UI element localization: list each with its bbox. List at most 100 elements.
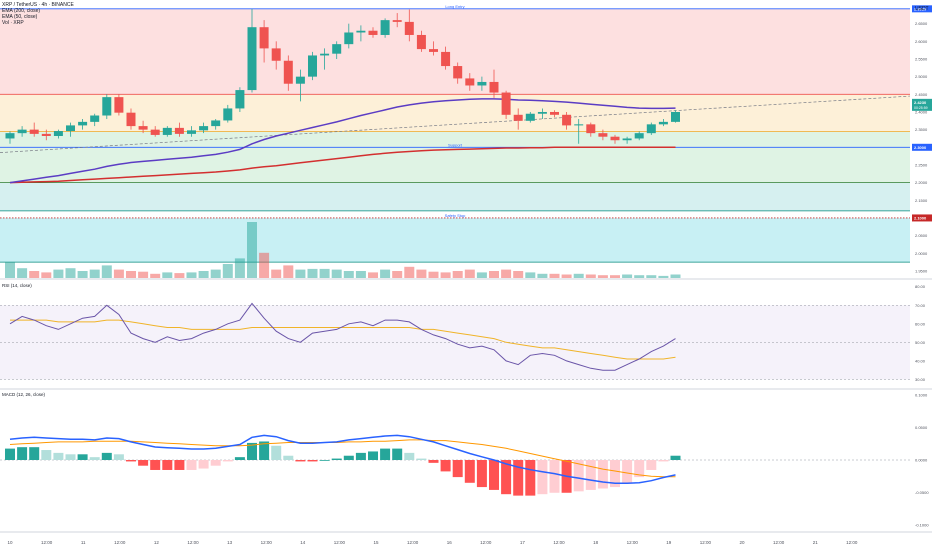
price-tick-label: 2.4500 (915, 92, 928, 97)
candle-body (126, 112, 136, 127)
macd-histogram-bar (513, 460, 524, 496)
legend-volume[interactable]: Vol · XRP (2, 20, 24, 26)
time-tick-label: 10 (7, 540, 13, 545)
candle-body (66, 125, 75, 132)
macd-histogram-bar (380, 448, 391, 460)
zone-lower (0, 217, 910, 263)
candle-body (525, 113, 535, 121)
volume-bar (452, 271, 463, 278)
price-tick-label: 2.3500 (915, 127, 928, 132)
volume-bar (670, 274, 681, 278)
macd-histogram-bar (476, 460, 487, 488)
volume-bar (561, 274, 572, 278)
candle-body (416, 34, 426, 50)
ema50-line (9, 98, 676, 184)
candle-body (199, 126, 209, 131)
candle-body (465, 78, 475, 86)
macd-histogram-bar (634, 460, 645, 478)
level-label-support: Support (448, 142, 463, 147)
macd-histogram-bar (573, 460, 584, 492)
volume-bar (404, 266, 415, 278)
candle-body (320, 53, 330, 56)
volume-bar (380, 269, 391, 278)
candle-body (404, 21, 414, 35)
candle-body (380, 20, 390, 35)
volume-bar (162, 272, 173, 278)
legend-ema200[interactable]: EMA (200, close) (2, 8, 41, 14)
price-tick-label: 2.2500 (915, 162, 928, 167)
time-tick-label: 12:00 (407, 540, 419, 545)
rsi-tick-label: 40.00 (915, 358, 926, 363)
time-tick-label: 16 (447, 540, 453, 545)
volume-bar (259, 252, 270, 278)
time-tick-label: 15 (373, 540, 379, 545)
candle-body (247, 27, 257, 91)
candle-body (658, 121, 668, 125)
macd-histogram-bar (283, 455, 294, 460)
volume-bar (283, 265, 294, 278)
badge-current-bg (912, 98, 932, 111)
volume-bar (476, 272, 487, 278)
macd-histogram-bar (29, 447, 40, 460)
volume-bar (307, 268, 318, 278)
macd-tick-label: -0.0500 (915, 490, 929, 495)
volume-bar (271, 269, 282, 278)
macd-histogram-bar (150, 460, 161, 470)
legend-ema50[interactable]: EMA (50, close) (2, 14, 38, 20)
rsi-tick-label: 60.00 (915, 321, 926, 326)
time-tick-label: 12:00 (41, 540, 53, 545)
badge-support-bg (912, 143, 932, 151)
macd-histogram-bar (489, 460, 499, 490)
badge-top-bg (912, 5, 932, 13)
time-tick-label: 12:00 (846, 540, 858, 545)
candle-body (295, 76, 305, 84)
rsi-tick-label: 80.00 (915, 284, 926, 289)
macd-histogram-bar (77, 454, 88, 460)
time-tick-label: 19 (666, 540, 672, 545)
candle-body (429, 49, 438, 52)
rsi-label: RSI (14, close) (2, 283, 32, 288)
macd-histogram-bar (247, 442, 257, 460)
macd-histogram-bar (331, 458, 342, 460)
volume-bar (29, 271, 40, 278)
macd-histogram-bar (343, 455, 354, 460)
macd-tick-label: 0.0500 (915, 425, 928, 430)
volume-bar (198, 271, 209, 278)
macd-histogram-bar (416, 458, 427, 460)
macd-histogram-bar (174, 460, 185, 470)
candle-body (308, 55, 317, 77)
badge-support: 2.3000 (914, 145, 927, 150)
time-tick-label: 21 (813, 540, 819, 545)
candle-body (368, 30, 378, 35)
candle-body (489, 81, 499, 93)
macd-histogram-bar (525, 460, 536, 496)
candle-body (283, 60, 293, 84)
candle-body (235, 90, 245, 109)
candle-body (646, 124, 656, 134)
candle-body (477, 81, 487, 86)
candle-body (29, 129, 39, 134)
candle-body (634, 133, 644, 139)
macd-histogram-bar (610, 460, 620, 488)
candle-body (610, 136, 620, 141)
macd-histogram-bar (162, 460, 173, 470)
candle-body (211, 120, 221, 127)
price-tick-label: 2.1500 (915, 198, 928, 203)
macd-signal-line (9, 439, 676, 478)
candle-body (574, 124, 584, 126)
badge-current: 2.4230 (914, 100, 927, 105)
macd-histogram-bar (452, 460, 463, 478)
volume-bar (295, 269, 306, 278)
volume-bar (53, 269, 64, 278)
time-tick-label: 12:00 (773, 540, 785, 545)
time-tick-label: 12:00 (261, 540, 273, 545)
volume-bar (501, 269, 512, 278)
candle-body (78, 121, 88, 126)
volume-bar (89, 269, 100, 278)
rsi-line (9, 302, 676, 371)
volume-bar (319, 268, 330, 278)
price-tick-label: 2.0000 (915, 251, 928, 256)
candle-body (223, 108, 233, 121)
time-tick-label: 12:00 (700, 540, 712, 545)
